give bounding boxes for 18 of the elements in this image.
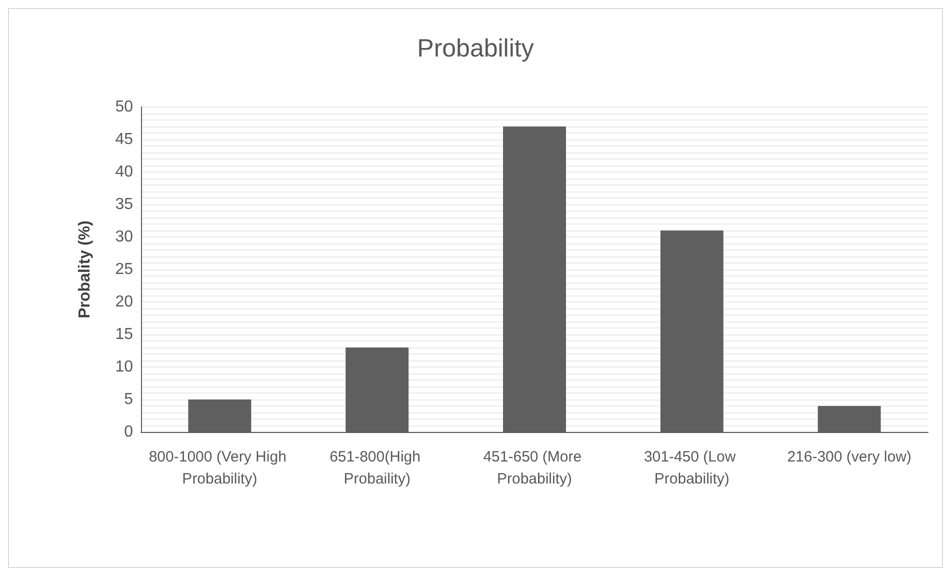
x-tick-label: 651-800(High Probaility) — [330, 448, 425, 488]
y-tick-label: 5 — [124, 391, 134, 408]
x-tick-label: 451-650 (More Probability) — [483, 448, 586, 488]
x-tick-label: 216-300 (very low) — [787, 448, 912, 466]
x-tick-label: 800-1000 (Very High Probability) — [148, 448, 291, 488]
y-tick-label: 45 — [115, 131, 134, 148]
y-axis-title: Probality (%) — [76, 220, 94, 318]
y-tick-label: 50 — [115, 98, 134, 116]
y-tick-label: 40 — [115, 164, 134, 180]
chart-title: Probability — [417, 34, 534, 62]
y-tick-label: 25 — [115, 261, 134, 278]
y-tick-label: 30 — [115, 228, 134, 246]
x-tick-label: 301-450 (Low Probability) — [644, 448, 740, 488]
y-tick-label: 20 — [115, 294, 134, 310]
y-tick-label: 0 — [124, 424, 134, 440]
y-tick-label: 35 — [115, 196, 134, 213]
y-tick-label: 15 — [115, 326, 134, 343]
y-tick-label: 10 — [115, 358, 134, 376]
